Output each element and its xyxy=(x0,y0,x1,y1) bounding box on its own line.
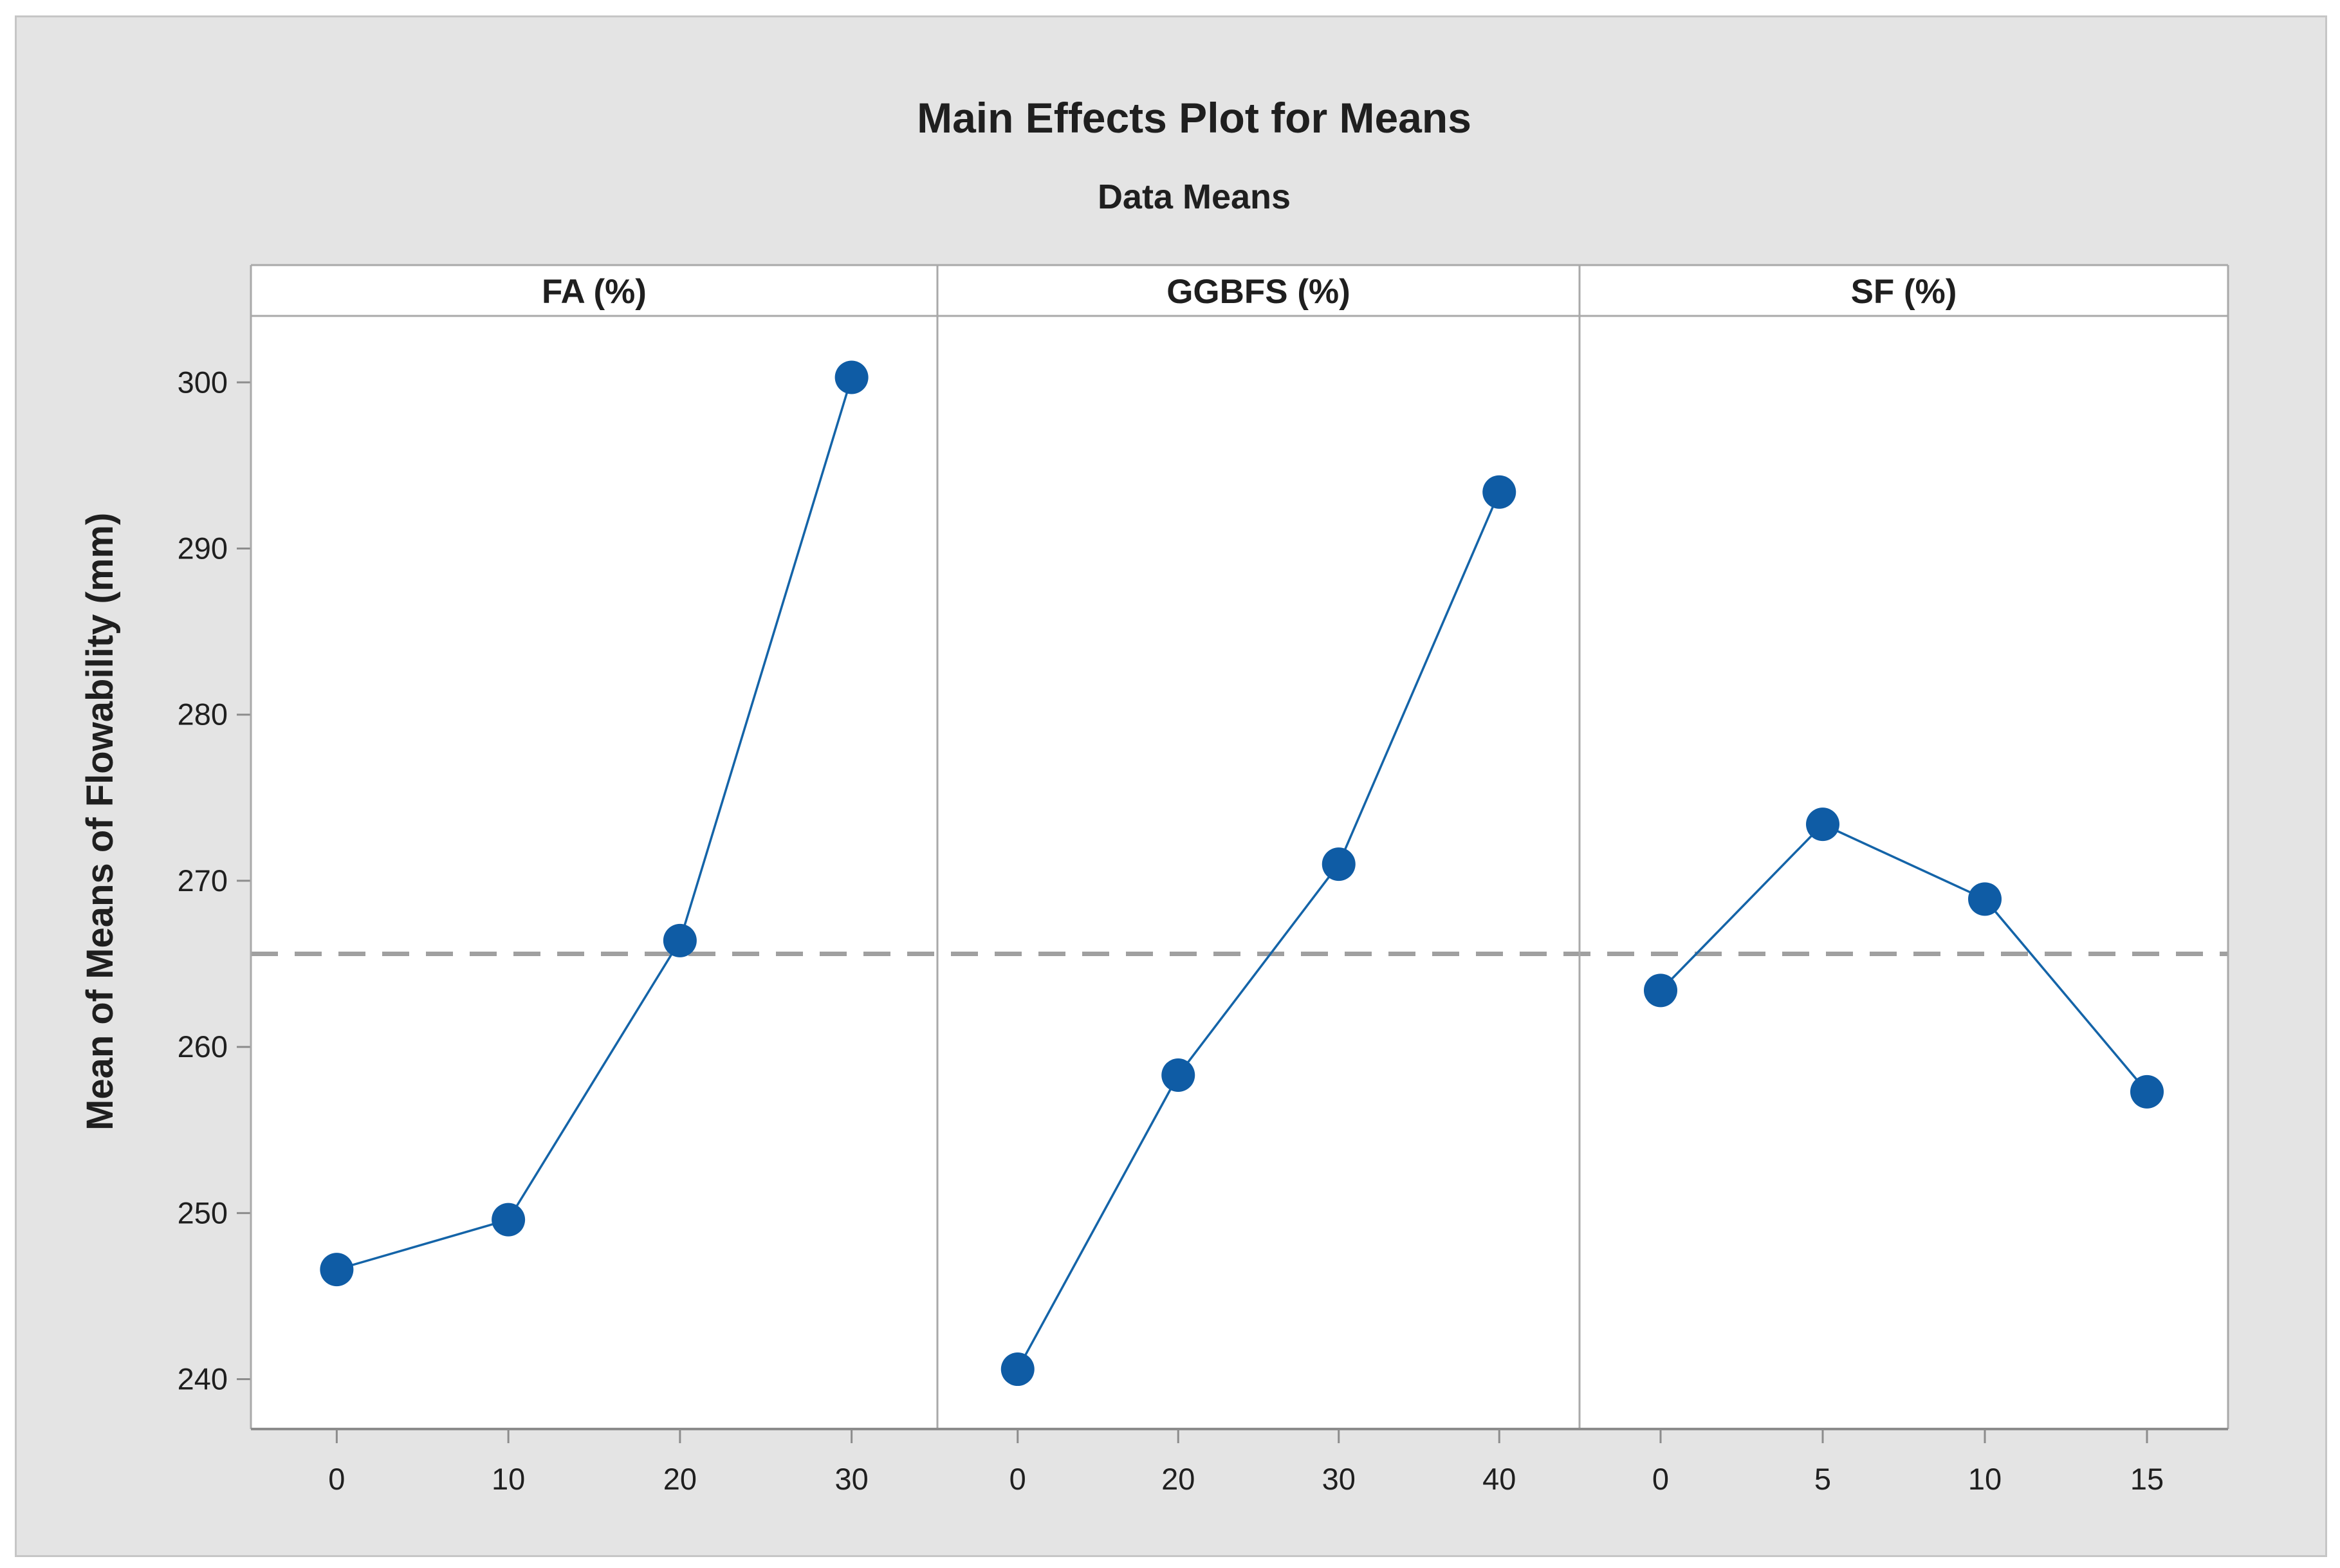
x-tick-label: 10 xyxy=(492,1462,525,1496)
x-tick-label: 30 xyxy=(834,1462,868,1496)
series-line xyxy=(336,377,853,1271)
data-point xyxy=(1644,973,1677,1008)
data-point xyxy=(1161,1058,1195,1093)
x-tick-label: 20 xyxy=(663,1462,697,1496)
series-line xyxy=(1659,823,2148,1093)
data-point xyxy=(1482,475,1516,509)
x-tick-label: 0 xyxy=(1009,1462,1026,1496)
page-title: Main Effects Plot for Means xyxy=(917,94,1471,142)
data-point xyxy=(492,1203,526,1237)
data-point xyxy=(1322,847,1356,881)
y-tick-label: 250 xyxy=(178,1195,228,1230)
y-tick-label: 300 xyxy=(178,365,228,399)
panel-header-label: SF (%) xyxy=(1851,273,1957,311)
x-tick-label: 40 xyxy=(1482,1462,1516,1496)
panel-header-label: FA (%) xyxy=(542,273,647,311)
plot-background xyxy=(251,265,2228,1429)
data-point xyxy=(1000,1352,1035,1387)
x-tick-label: 0 xyxy=(328,1462,345,1496)
main-effects-plot: 240 250 260 270 280 290 300 0 10 20 30 FA (%) 0 20 30 4… xyxy=(178,264,2229,1496)
x-tick-label: 5 xyxy=(1814,1462,1831,1496)
x-tick-label: 15 xyxy=(2130,1462,2164,1496)
x-tick-label: 30 xyxy=(1322,1462,1356,1496)
chart-figure: Main Effects Plot for Means Data Means M… xyxy=(15,15,2327,1557)
series-line xyxy=(1017,492,1500,1370)
data-point xyxy=(1968,882,2002,916)
y-tick-label: 270 xyxy=(178,863,228,898)
y-tick-label: 260 xyxy=(178,1029,228,1064)
x-tick-label: 10 xyxy=(1968,1462,2002,1496)
data-point xyxy=(1806,807,1839,842)
x-tick-label: 20 xyxy=(1161,1462,1195,1496)
y-tick-label: 290 xyxy=(178,531,228,565)
data-point xyxy=(663,923,697,957)
data-point xyxy=(834,360,869,394)
x-tick-label: 0 xyxy=(1652,1462,1669,1496)
y-tick-label: 280 xyxy=(178,697,228,732)
data-point xyxy=(2130,1075,2164,1109)
data-point xyxy=(320,1253,354,1287)
y-tick-label: 240 xyxy=(178,1362,228,1396)
chart-subtitle: Data Means xyxy=(1097,178,1291,216)
panel-header-label: GGBFS (%) xyxy=(1166,273,1350,311)
